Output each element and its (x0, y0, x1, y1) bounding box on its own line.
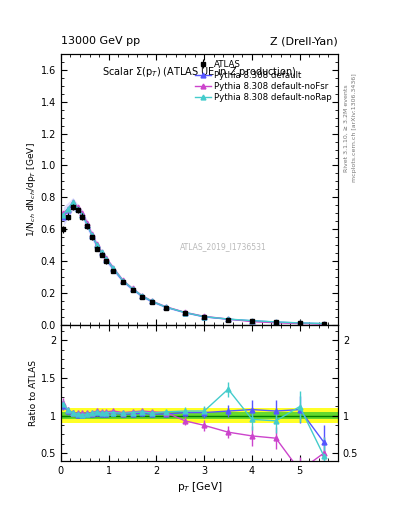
Pythia 8.308 default-noFsr (104, 255, 108, 261)
Pythia 8.308 default-noFsr (80, 210, 85, 217)
Pythia 8.308 default-noRap (99, 249, 104, 255)
Pythia 8.308 default-noRap (111, 265, 116, 271)
Pythia 8.308 default-noFsr (321, 321, 326, 327)
Pythia 8.308 default-noRap (85, 222, 90, 228)
Text: mcplots.cern.ch [arXiv:1306.3436]: mcplots.cern.ch [arXiv:1306.3436] (352, 74, 357, 182)
Pythia 8.308 default-noFsr (202, 313, 207, 319)
Pythia 8.308 default (70, 201, 75, 207)
Pythia 8.308 default-noRap (321, 321, 326, 327)
Pythia 8.308 default (104, 257, 108, 263)
Pythia 8.308 default (90, 232, 94, 239)
Pythia 8.308 default-noFsr (183, 309, 187, 315)
Pythia 8.308 default (274, 319, 278, 325)
Pythia 8.308 default (183, 310, 187, 316)
Pythia 8.308 default (226, 316, 230, 322)
Pythia 8.308 default-noRap (202, 313, 207, 319)
Text: Rivet 3.1.10, ≥ 3.2M events: Rivet 3.1.10, ≥ 3.2M events (344, 84, 349, 172)
Pythia 8.308 default-noRap (140, 293, 145, 299)
Pythia 8.308 default-noFsr (226, 316, 230, 322)
Pythia 8.308 default-noFsr (61, 210, 66, 217)
Pythia 8.308 default (75, 205, 80, 211)
Pythia 8.308 default-noFsr (298, 321, 302, 327)
Pythia 8.308 default (202, 314, 207, 320)
Pythia 8.308 default (149, 298, 154, 305)
Text: Scalar $\Sigma$(p$_T$) (ATLAS UE in Z production): Scalar $\Sigma$(p$_T$) (ATLAS UE in Z pr… (102, 65, 297, 79)
Pythia 8.308 default-noFsr (111, 265, 116, 271)
Y-axis label: 1/N$_{ch}$ dN$_{ch}$/dp$_T$ [GeV]: 1/N$_{ch}$ dN$_{ch}$/dp$_T$ [GeV] (25, 142, 38, 237)
Pythia 8.308 default-noFsr (85, 220, 90, 226)
Line: Pythia 8.308 default-noRap: Pythia 8.308 default-noRap (61, 200, 326, 326)
Line: Pythia 8.308 default: Pythia 8.308 default (61, 201, 326, 326)
Pythia 8.308 default-noFsr (94, 241, 99, 247)
Pythia 8.308 default-noFsr (121, 278, 125, 284)
Pythia 8.308 default-noFsr (163, 304, 168, 310)
Text: 13000 GeV pp: 13000 GeV pp (61, 36, 140, 46)
Y-axis label: Ratio to ATLAS: Ratio to ATLAS (29, 360, 38, 426)
Pythia 8.308 default-noRap (298, 320, 302, 326)
Pythia 8.308 default-noFsr (250, 318, 254, 325)
Pythia 8.308 default-noRap (94, 242, 99, 248)
Pythia 8.308 default-noRap (183, 309, 187, 315)
Pythia 8.308 default-noRap (90, 232, 94, 238)
Pythia 8.308 default-noRap (250, 317, 254, 324)
Pythia 8.308 default-noRap (121, 278, 125, 284)
Legend: ATLAS, Pythia 8.308 default, Pythia 8.308 default-noFsr, Pythia 8.308 default-no: ATLAS, Pythia 8.308 default, Pythia 8.30… (193, 57, 334, 105)
Pythia 8.308 default (80, 212, 85, 218)
Pythia 8.308 default (298, 320, 302, 326)
Pythia 8.308 default-noRap (70, 199, 75, 205)
Pythia 8.308 default-noFsr (66, 205, 70, 211)
Pythia 8.308 default-noRap (226, 316, 230, 322)
Pythia 8.308 default (99, 250, 104, 257)
Pythia 8.308 default-noRap (66, 205, 70, 211)
Pythia 8.308 default (85, 222, 90, 228)
X-axis label: p$_T$ [GeV]: p$_T$ [GeV] (177, 480, 222, 494)
Pythia 8.308 default (94, 242, 99, 248)
Pythia 8.308 default-noFsr (140, 292, 145, 298)
Pythia 8.308 default (163, 304, 168, 310)
Pythia 8.308 default-noFsr (99, 249, 104, 255)
Pythia 8.308 default-noFsr (90, 231, 94, 237)
Pythia 8.308 default-noFsr (130, 285, 135, 291)
Pythia 8.308 default-noRap (130, 286, 135, 292)
Pythia 8.308 default-noRap (149, 298, 154, 304)
Pythia 8.308 default-noFsr (70, 199, 75, 205)
Pythia 8.308 default (121, 278, 125, 284)
Pythia 8.308 default-noFsr (75, 204, 80, 210)
Pythia 8.308 default (66, 207, 70, 214)
Pythia 8.308 default-noRap (61, 212, 66, 218)
Pythia 8.308 default-noRap (80, 212, 85, 218)
Pythia 8.308 default-noRap (163, 304, 168, 310)
Pythia 8.308 default (61, 214, 66, 220)
Text: Z (Drell-Yan): Z (Drell-Yan) (270, 36, 338, 46)
Pythia 8.308 default (130, 286, 135, 292)
Line: Pythia 8.308 default-noFsr: Pythia 8.308 default-noFsr (61, 200, 326, 327)
Pythia 8.308 default-noFsr (149, 298, 154, 304)
Pythia 8.308 default (140, 293, 145, 300)
Pythia 8.308 default (321, 321, 326, 327)
Pythia 8.308 default-noRap (104, 256, 108, 262)
Pythia 8.308 default (111, 266, 116, 272)
Pythia 8.308 default-noRap (75, 205, 80, 211)
Pythia 8.308 default-noFsr (274, 319, 278, 326)
Text: ATLAS_2019_I1736531: ATLAS_2019_I1736531 (180, 242, 267, 251)
Pythia 8.308 default (250, 318, 254, 324)
Pythia 8.308 default-noRap (274, 319, 278, 325)
